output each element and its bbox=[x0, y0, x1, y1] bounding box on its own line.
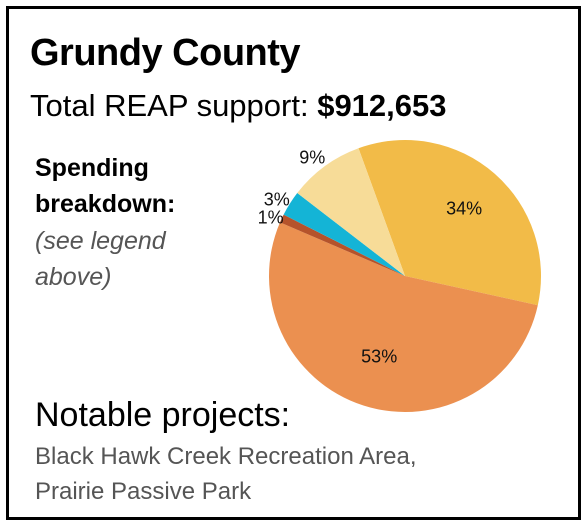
pie-slice-label-53: 53% bbox=[361, 346, 397, 366]
project-line-1: Black Hawk Creek Recreation Area, bbox=[35, 443, 417, 470]
support-label: Total REAP support: bbox=[30, 88, 309, 123]
pie-slice-label-3: 3% bbox=[264, 190, 290, 210]
notable-projects-list: Black Hawk Creek Recreation Area, Prairi… bbox=[35, 440, 417, 510]
notable-projects-title: Notable projects: bbox=[35, 396, 291, 434]
total-support: Total REAP support: $912,653 bbox=[30, 90, 447, 121]
pie-slice-1 bbox=[280, 214, 405, 276]
pie-slice-label-34: 34% bbox=[446, 199, 482, 219]
pie-slice-34 bbox=[358, 139, 542, 306]
pie-slice-9 bbox=[297, 148, 405, 276]
project-line-2: Prairie Passive Park bbox=[35, 477, 252, 505]
breakdown-title-line2: breakdown: bbox=[35, 190, 176, 219]
county-title: Grundy County bbox=[30, 32, 301, 74]
pie-slice-53 bbox=[269, 222, 538, 412]
pie-slice-label-1: 1% bbox=[258, 207, 284, 227]
spending-breakdown: Spending breakdown: (see legend above) bbox=[35, 150, 175, 295]
pie-labels: 34% 53% 1%3% 9% bbox=[258, 148, 483, 367]
support-amount: $912,653 bbox=[317, 88, 447, 123]
breakdown-note-line1: (see legend bbox=[35, 226, 166, 255]
pie-slices bbox=[269, 139, 542, 412]
breakdown-title-line1: Spending bbox=[35, 154, 149, 182]
pie-slice-3 bbox=[283, 193, 405, 276]
breakdown-note-line2: above) bbox=[35, 262, 112, 291]
pie-slice-label-9: 9% bbox=[299, 148, 325, 168]
